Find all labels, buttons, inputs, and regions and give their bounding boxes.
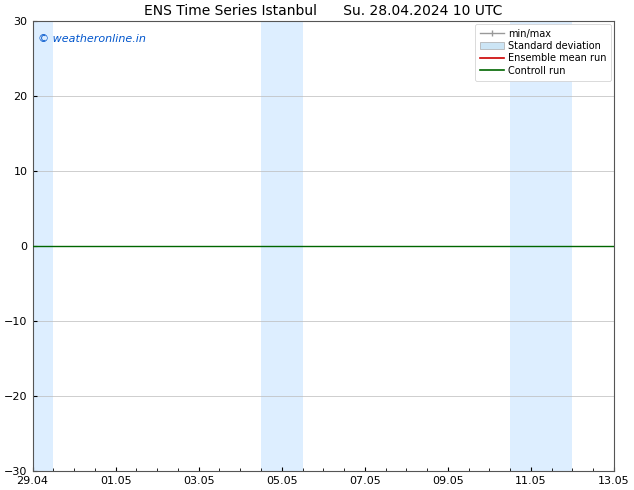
- Legend: min/max, Standard deviation, Ensemble mean run, Controll run: min/max, Standard deviation, Ensemble me…: [475, 24, 611, 81]
- Text: © weatheronline.in: © weatheronline.in: [38, 34, 146, 44]
- Bar: [32, 21, 53, 471]
- Bar: [510, 21, 573, 471]
- Title: ENS Time Series Istanbul      Su. 28.04.2024 10 UTC: ENS Time Series Istanbul Su. 28.04.2024 …: [144, 4, 503, 18]
- Bar: [261, 21, 302, 471]
